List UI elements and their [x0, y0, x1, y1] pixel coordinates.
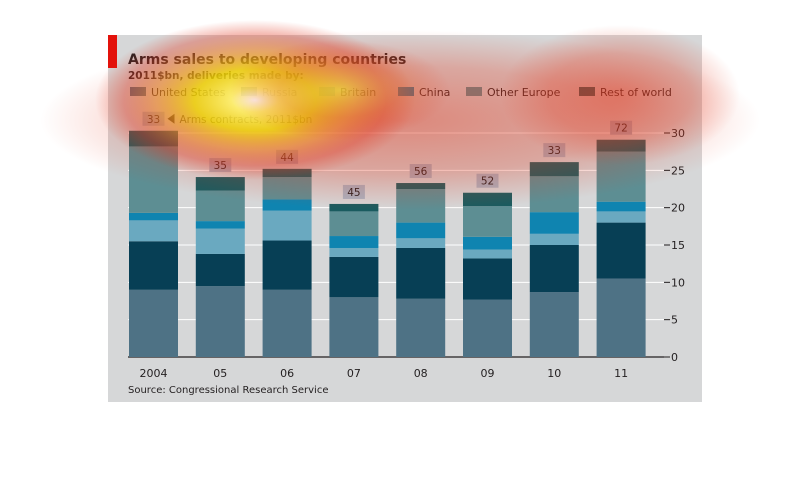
bar-06-other-europe: [262, 177, 312, 200]
bar-11-united-states: [596, 278, 646, 357]
contracts-arrow-icon: [167, 113, 175, 124]
legend-label-0: United States: [151, 86, 226, 99]
bar-09-russia: [463, 258, 512, 300]
contract-value-05: 35: [214, 160, 227, 172]
bar-08-britain: [396, 238, 446, 248]
bar-08-other-europe: [396, 189, 446, 223]
bar-08-china: [396, 222, 446, 239]
bar-2004-other-europe: [129, 146, 178, 213]
x-tick-label-09: 09: [481, 367, 495, 380]
legend-swatch-4: [466, 87, 482, 96]
x-tick-label-11: 11: [614, 367, 628, 380]
bar-10-britain: [529, 233, 579, 245]
bar-07-united-states: [329, 297, 379, 357]
bar-2004-russia: [129, 241, 178, 290]
y-tick-label-5: 5: [671, 314, 678, 327]
bar-06-russia: [262, 240, 312, 290]
chart-subtitle: 2011$bn, deliveries made by:: [128, 70, 304, 82]
chart-title: Arms sales to developing countries: [128, 52, 406, 68]
y-tick-label-20: 20: [671, 202, 685, 215]
bar-07-other-europe: [329, 211, 379, 237]
y-tick-label-10: 10: [671, 276, 685, 289]
y-tick-label-0: 0: [671, 351, 678, 364]
bar-2004-united-states: [129, 289, 178, 357]
bars: [129, 130, 646, 357]
bar-10-rest-of-world: [529, 162, 579, 177]
legend-label-2: Britain: [340, 86, 376, 99]
y-tick-label-15: 15: [671, 239, 685, 252]
bar-10-other-europe: [529, 176, 579, 213]
x-tick-label-10: 10: [547, 367, 561, 380]
legend: United States Russia Britain China Other Eur…: [130, 86, 672, 99]
bar-07-rest-of-world: [329, 203, 379, 212]
bar-10-russia: [529, 245, 579, 293]
legend-label-5: Rest of world: [600, 86, 672, 99]
bar-09-other-europe: [463, 206, 512, 237]
contract-value-11: 72: [614, 123, 627, 135]
y-tick-labels: 0 5 10 15 20 25 30: [671, 127, 685, 364]
bar-05-russia: [195, 253, 245, 287]
legend-label-3: China: [419, 86, 450, 99]
bar-11-britain: [596, 211, 646, 223]
x-tick-label-06: 06: [280, 367, 294, 380]
stacked-bar-chart: Arms sales to developing countries 2011$…: [128, 52, 685, 396]
bar-08-rest-of-world: [396, 183, 446, 189]
legend-swatch-1: [241, 87, 257, 96]
contract-value-07: 45: [347, 187, 360, 199]
bar-05-rest-of-world: [195, 177, 245, 191]
x-tick-labels: 2004 05 06 07 08 09 10 11: [140, 367, 629, 380]
bar-11-other-europe: [596, 151, 646, 202]
legend-label-4: Other Europe: [487, 86, 561, 99]
contract-value-08: 56: [414, 166, 428, 178]
bar-09-united-states: [463, 299, 512, 357]
x-tick-label-07: 07: [347, 367, 361, 380]
bar-06-united-states: [262, 289, 312, 357]
bar-2004-china: [129, 212, 178, 221]
source-note: Source: Congressional Research Service: [128, 385, 328, 396]
bar-05-china: [195, 221, 245, 229]
legend-swatch-0: [130, 87, 146, 96]
y-tick-label-25: 25: [671, 164, 685, 177]
bar-08-united-states: [396, 298, 446, 357]
bar-10-china: [529, 212, 579, 234]
bar-09-china: [463, 236, 512, 250]
bar-10-united-states: [529, 292, 579, 357]
bar-2004-britain: [129, 220, 178, 242]
chart-panel: Arms sales to developing countries 2011$…: [108, 35, 702, 402]
bar-09-rest-of-world: [463, 192, 512, 207]
legend-label-1: Russia: [262, 86, 297, 99]
bar-07-russia: [329, 256, 379, 298]
bar-07-britain: [329, 247, 379, 257]
bar-11-china: [596, 201, 646, 212]
contract-value-06: 44: [280, 152, 294, 164]
bar-06-china: [262, 199, 312, 211]
x-tick-label-2004: 2004: [140, 367, 168, 380]
bar-06-britain: [262, 210, 312, 241]
bar-08-russia: [396, 247, 446, 299]
bar-07-china: [329, 236, 379, 248]
bar-05-united-states: [195, 286, 245, 357]
bar-11-russia: [596, 222, 646, 279]
bar-05-britain: [195, 228, 245, 254]
bar-11-rest-of-world: [596, 139, 646, 152]
contract-value-09: 52: [481, 176, 494, 188]
legend-swatch-5: [579, 87, 595, 96]
x-tick-label-08: 08: [414, 367, 428, 380]
legend-swatch-2: [319, 87, 335, 96]
contract-value-2004: 33: [147, 114, 160, 126]
bar-06-rest-of-world: [262, 168, 312, 178]
bar-05-other-europe: [195, 190, 245, 222]
bar-09-britain: [463, 249, 512, 259]
legend-swatch-3: [398, 87, 414, 96]
x-tick-label-05: 05: [213, 367, 227, 380]
bar-2004-rest-of-world: [129, 130, 178, 147]
y-tick-label-30: 30: [671, 127, 685, 140]
contracts-legend-label: Arms contracts, 2011$bn: [180, 114, 313, 126]
contract-value-10: 33: [548, 145, 561, 157]
